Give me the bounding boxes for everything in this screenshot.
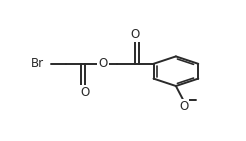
Text: O: O xyxy=(80,86,89,100)
Text: O: O xyxy=(98,57,108,70)
Text: O: O xyxy=(179,100,188,113)
Text: Br: Br xyxy=(31,57,44,70)
Text: O: O xyxy=(130,28,140,41)
